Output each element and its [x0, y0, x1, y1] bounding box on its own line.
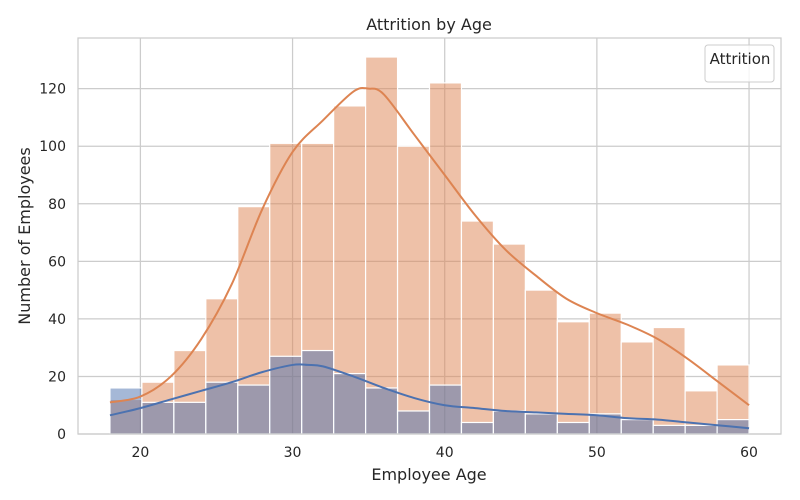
kde-curves [109, 86, 750, 430]
bar-series-1 [684, 424, 718, 435]
bar-series-1 [428, 384, 463, 435]
x-axis-ticks: 20 30 40 50 60 [131, 445, 757, 461]
histogram-bars [109, 56, 750, 435]
x-tick-label: 20 [131, 445, 149, 461]
bar-series-1 [620, 419, 654, 435]
y-tick-label: 0 [57, 427, 66, 443]
y-tick-label: 40 [48, 312, 66, 328]
bar-series-1 [524, 413, 558, 435]
bar-series-1 [364, 387, 399, 435]
legend-title: Attrition [710, 50, 771, 68]
bar-series-1 [492, 410, 526, 435]
bar-series-1 [396, 410, 431, 435]
bar-series-1 [173, 401, 207, 435]
bar-series-0 [364, 56, 399, 435]
bar-series-1 [301, 349, 335, 435]
bar-series-1 [205, 381, 239, 435]
y-tick-label: 120 [39, 82, 66, 98]
bar-series-1 [333, 372, 367, 435]
legend-box [704, 44, 775, 83]
legend[interactable]: Attrition [704, 44, 775, 83]
bar-series-1 [460, 421, 495, 435]
bar-series-0 [460, 220, 495, 435]
bar-series-0 [396, 145, 431, 435]
chart-title: Attrition by Age [366, 15, 492, 34]
bar-series-1 [652, 424, 686, 435]
x-tick-label: 50 [588, 445, 606, 461]
y-tick-label: 20 [48, 369, 66, 385]
bar-series-0 [556, 321, 590, 435]
bar-series-0 [524, 289, 558, 435]
bar-series-1 [237, 384, 271, 435]
kde-line-series-1 [109, 363, 750, 430]
kde-line-series-0 [109, 86, 750, 407]
bar-series-1 [556, 421, 590, 435]
y-tick-label: 60 [48, 254, 66, 270]
bar-series-0 [652, 326, 686, 435]
y-tick-label: 80 [48, 197, 66, 213]
x-tick-label: 60 [740, 445, 758, 461]
y-tick-label: 100 [39, 139, 66, 155]
y-axis-label: Number of Employees [15, 147, 34, 324]
x-tick-label: 40 [436, 445, 454, 461]
plot-frame [77, 37, 782, 435]
bar-series-0 [492, 243, 526, 435]
x-axis-label: Employee Age [371, 465, 486, 484]
y-axis-ticks: 0 20 40 60 80 100 120 [39, 82, 66, 443]
bar-series-0 [428, 82, 463, 435]
x-tick-label: 30 [284, 445, 302, 461]
